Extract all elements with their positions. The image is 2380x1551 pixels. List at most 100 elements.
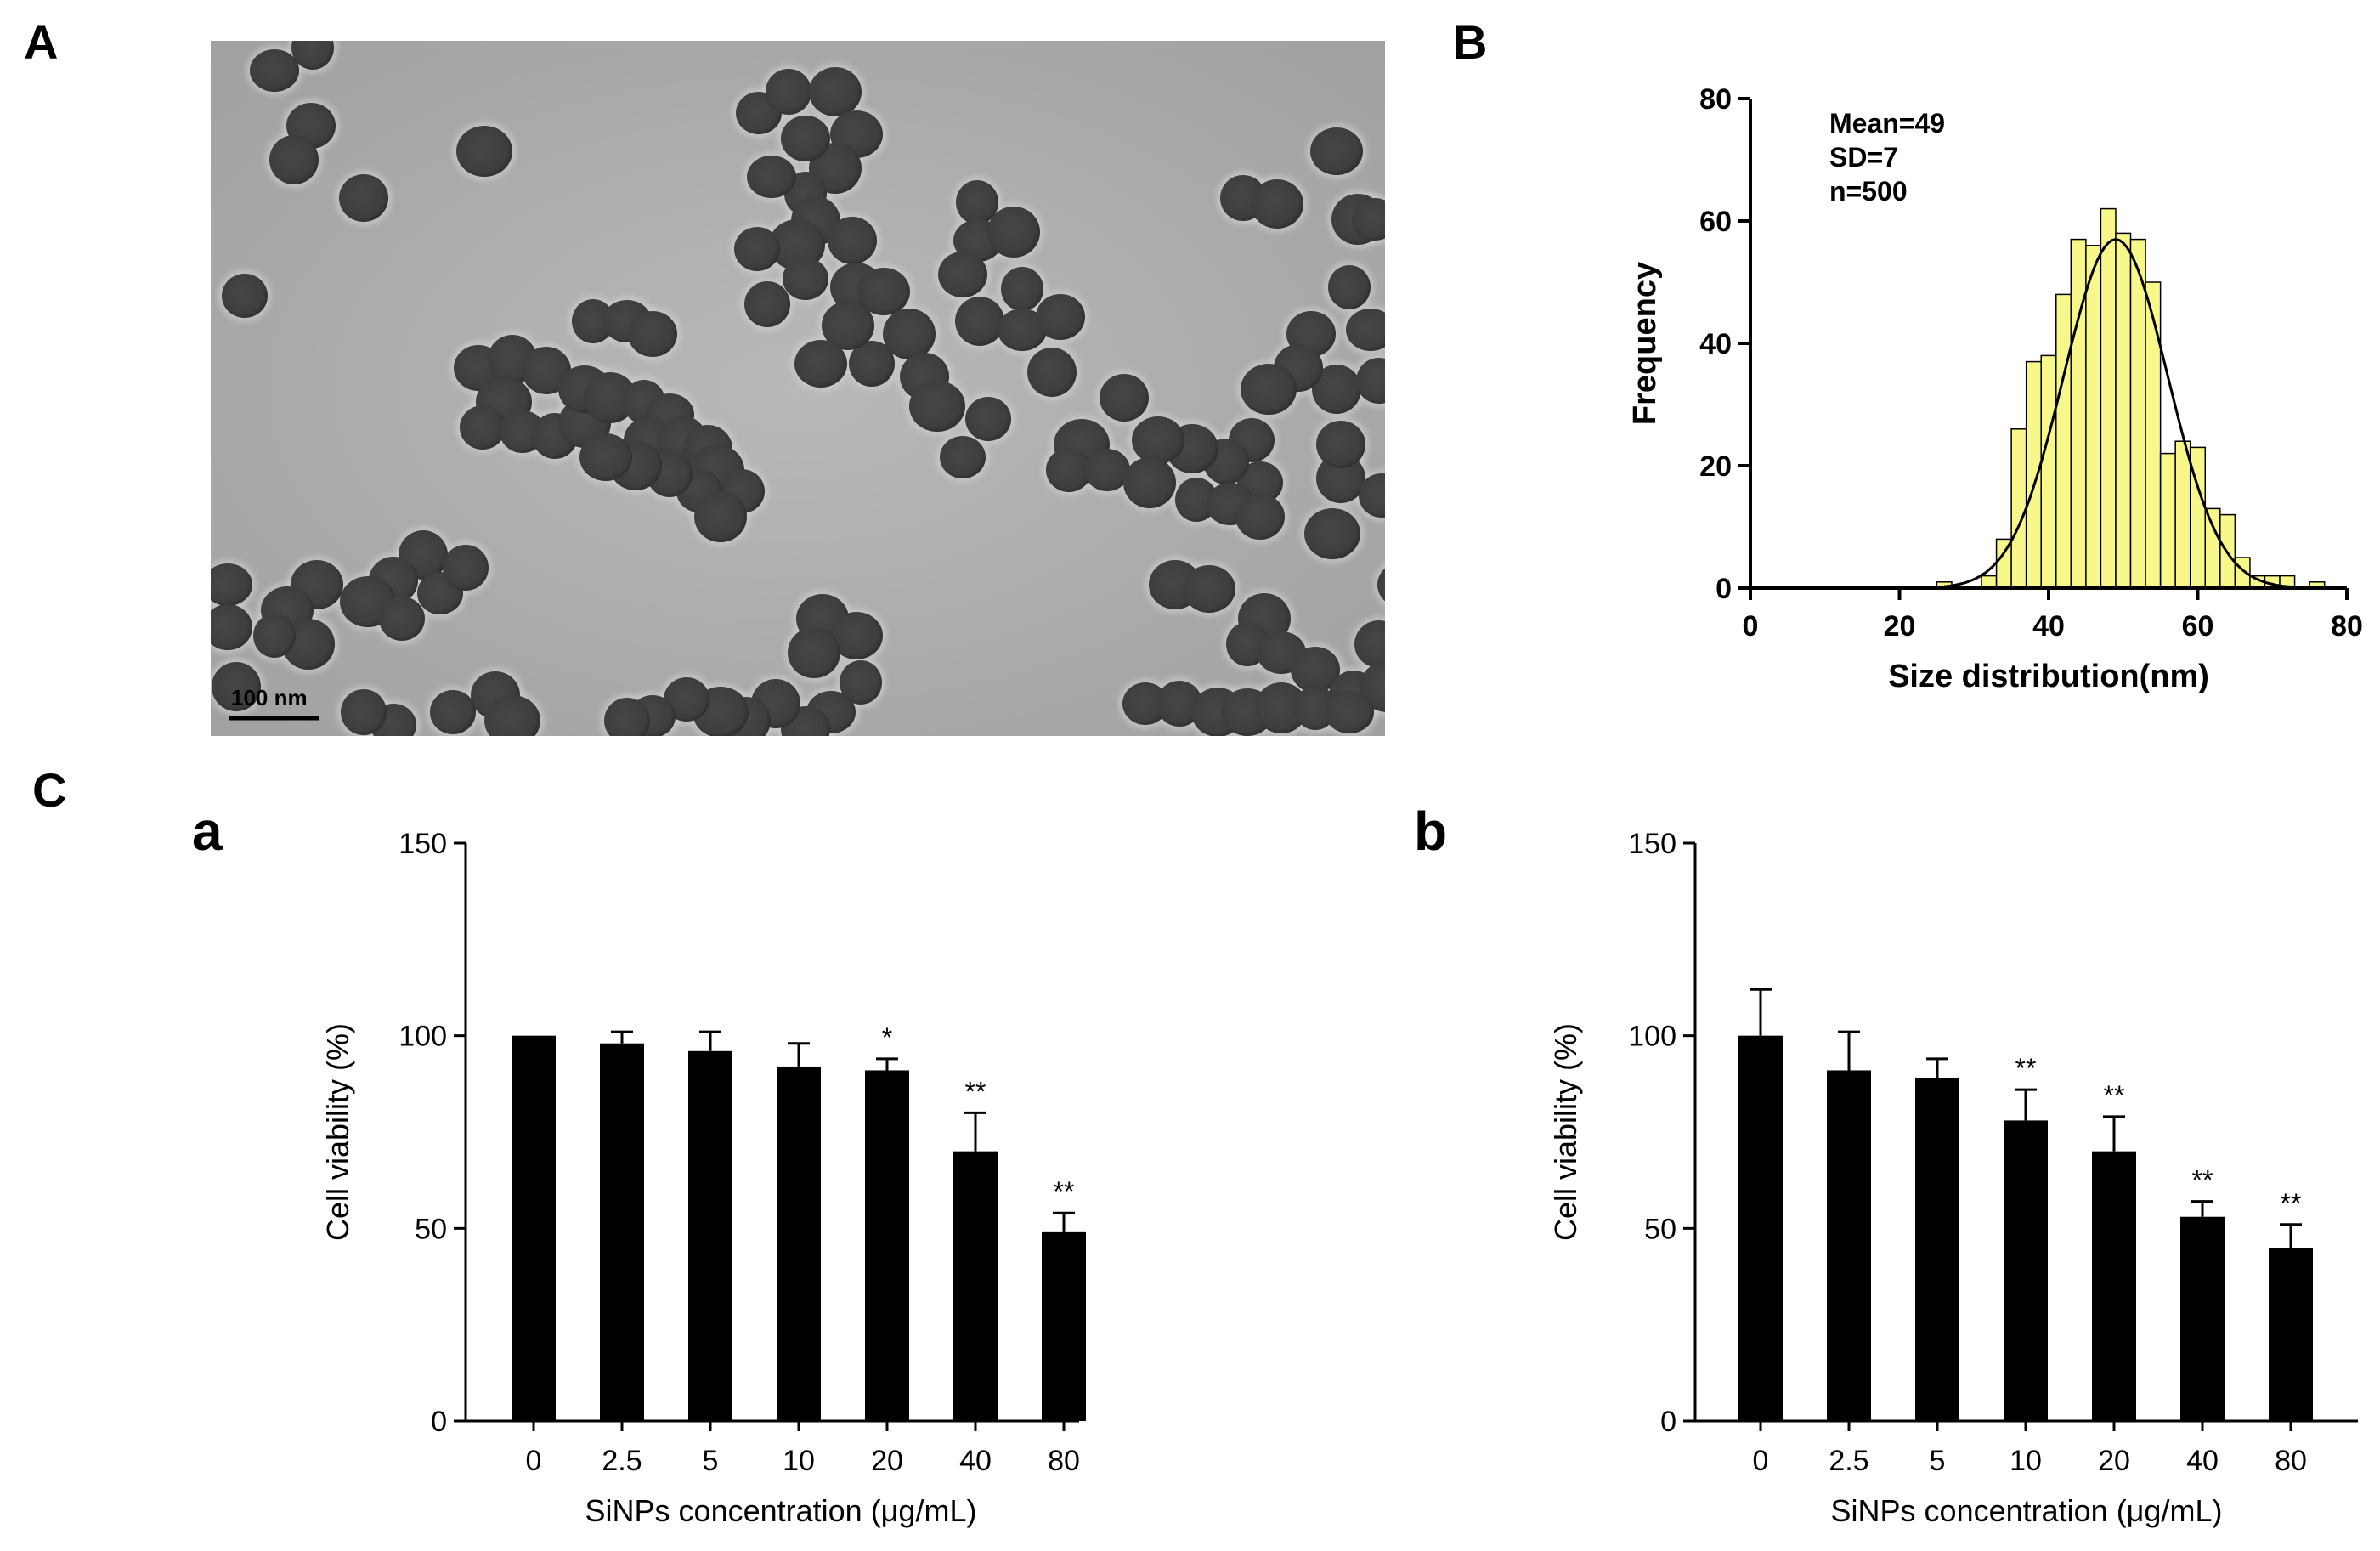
- nanoparticle: [940, 436, 986, 478]
- panel-label-c: C: [32, 763, 67, 817]
- nanoparticle: [766, 69, 811, 115]
- histogram-bin: [2174, 440, 2191, 589]
- histogram-bin: [2040, 354, 2057, 589]
- nanoparticle: [1001, 267, 1043, 311]
- x-axis-title: Size distribution(nm): [1888, 659, 2209, 694]
- histogram-bin: [2070, 238, 2087, 589]
- x-axis-title: SiNPs concentration (μg/mL): [585, 1493, 977, 1528]
- nanoparticle: [1328, 265, 1371, 309]
- x-tick-label: 2.5: [1829, 1445, 1868, 1477]
- cell-viability-chart-a: 0 50 100 150 0 2.5 5 10 * 20 ** 40 ** 80 SiNPs concent…: [320, 828, 1086, 1528]
- significance-marker: **: [1054, 1176, 1075, 1207]
- nanoparticle: [250, 49, 299, 92]
- x-tick-label: 80: [2275, 1445, 2307, 1477]
- nanoparticle: [840, 660, 882, 705]
- nanoparticle: [938, 252, 987, 297]
- x-tick-label: 80: [1048, 1445, 1080, 1477]
- nanoparticle: [747, 156, 796, 198]
- nanoparticle: [857, 268, 910, 315]
- y-tick-label: 100: [399, 1021, 447, 1053]
- y-tick-label: 80: [1699, 83, 1732, 116]
- y-axis-title: Frequency: [1627, 262, 1663, 425]
- significance-marker: **: [965, 1076, 986, 1107]
- x-tick-label: 60: [2182, 610, 2214, 642]
- size-distribution-histogram: 0 20 40 60 80 0 20 40 60 80 Size distribution(nm) F…: [1627, 83, 2363, 694]
- nanoparticle: [1356, 358, 1385, 404]
- significance-marker: *: [882, 1022, 892, 1053]
- nanoparticle: [883, 309, 936, 359]
- nanoparticle: [443, 545, 489, 591]
- y-axis-title: Cell viability (%): [320, 1023, 355, 1241]
- nanoparticle: [1291, 647, 1340, 693]
- nanoparticle: [1255, 682, 1308, 733]
- nanoparticle: [253, 614, 296, 658]
- nanoparticle: [1027, 348, 1077, 397]
- nanoparticle: [956, 180, 998, 224]
- nanoparticle: [783, 258, 828, 300]
- nanoparticle: [1175, 478, 1218, 522]
- nanoparticle: [788, 627, 840, 678]
- y-tick-label: 0: [431, 1406, 447, 1438]
- x-axis-title: SiNPs concentration (μg/mL): [1831, 1493, 2223, 1528]
- nanoparticle: [430, 690, 476, 734]
- histogram-bin: [2129, 238, 2146, 589]
- nanoparticle: [1122, 682, 1168, 725]
- panel-label-c-a: a: [192, 801, 223, 862]
- x-tick-label: 20: [2098, 1445, 2130, 1477]
- bar: [1827, 1070, 1871, 1421]
- cell-viability-chart-b: 0 50 100 150 0 2.5 5 ** 10 ** 20 ** 40 ** 80 SiNPs conc…: [1548, 828, 2358, 1528]
- nanoparticle: [955, 297, 1004, 346]
- nanoparticle: [211, 604, 252, 650]
- nanoparticle: [1183, 565, 1235, 613]
- nanoparticle: [522, 347, 571, 394]
- bar: [865, 1070, 909, 1421]
- nanoparticle: [1132, 416, 1184, 464]
- scale-bar-label: 100 nm: [231, 685, 308, 710]
- nanoparticle: [460, 405, 506, 450]
- x-tick-label: 0: [526, 1445, 542, 1477]
- nanoparticle: [584, 372, 636, 423]
- x-tick-label: 40: [2186, 1445, 2219, 1477]
- histogram-bin: [2100, 207, 2117, 589]
- nanoparticle: [269, 135, 319, 184]
- bar: [512, 1035, 556, 1421]
- nanoparticle: [379, 597, 425, 641]
- bar: [2180, 1216, 2225, 1421]
- bar: [777, 1066, 821, 1421]
- nanoparticle: [965, 397, 1011, 441]
- histogram-bin: [2145, 281, 2162, 589]
- bar: [2092, 1151, 2136, 1421]
- nanoparticle: [1316, 421, 1365, 468]
- x-tick-label: 10: [783, 1445, 815, 1477]
- nanoparticle: [484, 695, 540, 736]
- x-tick-label: 40: [2032, 610, 2065, 642]
- x-tick-label: 2.5: [602, 1445, 642, 1477]
- panel-label-c-b: b: [1414, 801, 1448, 862]
- nanoparticle: [830, 612, 883, 659]
- y-tick-label: 0: [1716, 573, 1732, 605]
- nanoparticle: [1084, 449, 1130, 491]
- nanoparticle: [1251, 179, 1303, 229]
- significance-marker: **: [2015, 1053, 2037, 1084]
- nanoparticle: [572, 299, 614, 343]
- nanoparticle: [1046, 448, 1092, 492]
- y-tick-label: 60: [1699, 206, 1732, 238]
- y-tick-label: 150: [1628, 828, 1676, 860]
- significance-marker: **: [2104, 1080, 2125, 1111]
- nanoparticle: [794, 340, 847, 388]
- bar: [953, 1151, 998, 1421]
- bar: [2269, 1248, 2313, 1421]
- nanoparticle: [822, 301, 874, 350]
- nanoparticle: [339, 174, 388, 222]
- histogram-bin: [1981, 575, 1998, 589]
- nanoparticle: [1377, 568, 1385, 602]
- nanoparticle: [734, 227, 780, 271]
- nanoparticle: [664, 677, 709, 722]
- panel-label-b: B: [1453, 15, 1488, 69]
- histogram-bin: [2055, 293, 2072, 589]
- histogram-bin: [2085, 245, 2102, 589]
- bar: [688, 1050, 732, 1421]
- nanoparticle: [211, 563, 252, 606]
- nanoparticle: [1304, 508, 1360, 559]
- nanoparticle: [1316, 454, 1365, 503]
